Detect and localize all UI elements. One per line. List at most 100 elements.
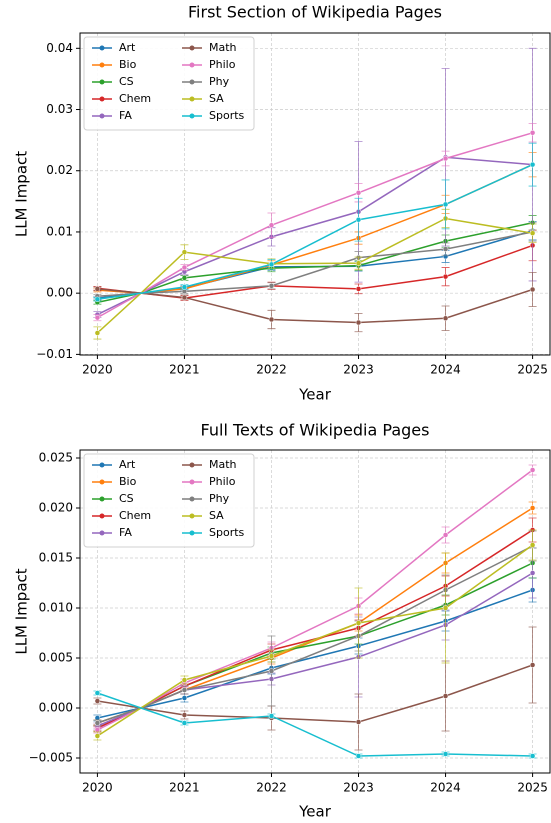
point (181, 687, 188, 693)
point (355, 620, 362, 626)
point (529, 130, 536, 136)
legend-marker (189, 530, 195, 536)
legend-label: Phy (209, 75, 230, 88)
legend-marker (189, 496, 195, 502)
x-tick-label: 2022 (256, 781, 287, 795)
x-tick-label: 2021 (169, 781, 200, 795)
x-axis-label: Year (298, 803, 332, 821)
legend-label: Philo (209, 58, 236, 71)
y-tick-label: 0.02 (46, 163, 73, 177)
point (529, 753, 536, 759)
x-tick-label: 2023 (343, 363, 374, 377)
legend-marker (99, 462, 105, 468)
x-tick-label: 2023 (343, 781, 374, 795)
line (97, 288, 533, 324)
point (529, 505, 536, 511)
point (529, 161, 536, 168)
legend-marker (99, 513, 105, 519)
point (94, 314, 101, 321)
point (442, 273, 449, 280)
series (93, 529, 537, 741)
point (268, 653, 275, 659)
chart-title: Full Texts of Wikipedia Pages (201, 421, 430, 440)
point (355, 753, 362, 759)
legend-marker (99, 113, 105, 119)
legend-label: SA (209, 509, 224, 522)
legend-label: Sports (209, 526, 245, 539)
point (268, 713, 275, 719)
legend-marker (189, 96, 195, 102)
legend-label: Math (209, 41, 237, 54)
point (529, 230, 536, 236)
series (93, 517, 537, 732)
x-tick-label: 2020 (82, 781, 113, 795)
x-tick-label: 2025 (517, 363, 548, 377)
point (181, 275, 188, 281)
series (93, 221, 537, 301)
legend-label: FA (119, 526, 132, 539)
x-tick-label: 2020 (82, 363, 113, 377)
legend-marker (189, 45, 195, 51)
point (94, 733, 101, 739)
point (355, 216, 362, 223)
y-tick-label: 0.00 (46, 286, 73, 300)
legend-marker (99, 496, 105, 502)
point (268, 283, 275, 289)
x-tick-label: 2024 (430, 781, 461, 795)
plot-frame (79, 449, 551, 774)
legend-label: Bio (119, 475, 137, 488)
legend-box (83, 36, 255, 131)
point (529, 542, 536, 548)
x-tick-label: 2025 (517, 781, 548, 795)
x-tick-label: 2022 (256, 363, 287, 377)
chart-title: First Section of Wikipedia Pages (188, 3, 442, 22)
point (181, 720, 188, 726)
y-tick-label: 0.000 (39, 701, 73, 715)
point (94, 296, 101, 303)
legend-label: Math (209, 458, 237, 471)
point (94, 698, 101, 704)
point (355, 190, 362, 196)
point (268, 222, 275, 228)
y-tick-label: 0.01 (46, 224, 73, 238)
legend-label: Philo (209, 475, 236, 488)
legend-marker (99, 479, 105, 485)
y-tick-label: 0.025 (39, 451, 73, 465)
legend-label: CS (119, 75, 134, 88)
series (93, 626, 537, 751)
legend-marker (99, 79, 105, 85)
point (355, 286, 362, 292)
point (181, 677, 188, 683)
legend-label: SA (209, 92, 224, 105)
series (93, 690, 537, 759)
y-tick-label: 0.04 (46, 41, 73, 55)
y-tick-label: 0.005 (39, 651, 73, 665)
line (96, 217, 533, 334)
legend-label: Chem (119, 92, 151, 105)
legend-label: Phy (209, 492, 230, 505)
x-tick-label: 2021 (169, 363, 200, 377)
point (442, 693, 449, 699)
point (529, 662, 536, 668)
point (94, 720, 101, 726)
plot-frame (79, 32, 551, 356)
legend-label: Bio (119, 58, 137, 71)
point (529, 467, 536, 473)
legend-marker (189, 513, 195, 519)
legend-marker (99, 96, 105, 102)
y-tick-label: 0.015 (39, 551, 73, 565)
point (181, 249, 188, 255)
point (529, 570, 536, 576)
point (355, 319, 362, 326)
point (442, 315, 449, 322)
legend-box (83, 453, 255, 548)
point (442, 201, 449, 208)
legend-marker (99, 45, 105, 51)
point (181, 712, 188, 718)
y-axis-label: LLM Impact (13, 151, 31, 237)
point (442, 246, 449, 252)
legend-label: FA (119, 109, 132, 122)
point (94, 690, 101, 696)
point (442, 532, 449, 538)
